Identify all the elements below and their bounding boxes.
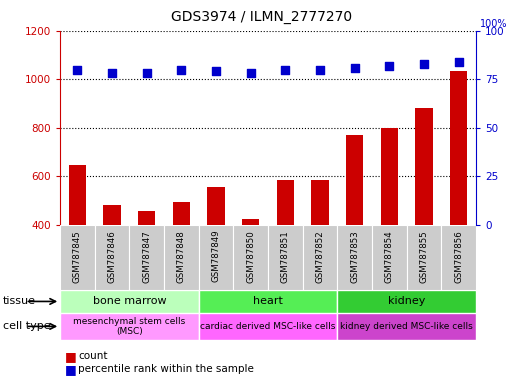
Bar [129,225,164,290]
Bar [311,180,328,322]
Text: GSM787850: GSM787850 [246,230,255,283]
Text: GSM787845: GSM787845 [73,230,82,283]
Bar [208,187,225,322]
Text: tissue: tissue [3,296,36,306]
Bar [95,225,129,290]
Text: GSM787846: GSM787846 [108,230,117,283]
Bar [337,225,372,290]
Point [108,70,116,76]
Text: GSM787849: GSM787849 [212,230,221,283]
Bar [199,225,233,290]
Bar [441,225,476,290]
Point [177,66,186,73]
Bar [138,211,155,322]
Text: GSM787856: GSM787856 [454,230,463,283]
Text: bone marrow: bone marrow [93,296,166,306]
Text: GDS3974 / ILMN_2777270: GDS3974 / ILMN_2777270 [171,10,352,23]
Text: kidney: kidney [388,296,425,306]
Bar [199,290,337,313]
Text: kidney derived MSC-like cells: kidney derived MSC-like cells [340,322,473,331]
Bar [346,135,363,322]
Point [246,70,255,76]
Text: count: count [78,351,108,361]
Text: GSM787851: GSM787851 [281,230,290,283]
Bar [268,225,303,290]
Point [143,70,151,76]
Point [385,63,393,69]
Point [316,66,324,73]
Point [420,61,428,67]
Text: GSM787852: GSM787852 [315,230,324,283]
Text: GSM787854: GSM787854 [385,230,394,283]
Bar [173,202,190,322]
Bar [381,128,398,322]
Text: cardiac derived MSC-like cells: cardiac derived MSC-like cells [200,322,336,331]
Bar [60,225,95,290]
Text: GSM787848: GSM787848 [177,230,186,283]
Bar [164,225,199,290]
Bar [337,313,476,340]
Text: ■: ■ [65,363,77,376]
Bar [233,225,268,290]
Bar [277,180,294,322]
Bar [407,225,441,290]
Bar [372,225,407,290]
Bar [450,71,467,322]
Text: 100%: 100% [480,19,508,29]
Bar [60,313,199,340]
Text: GSM787847: GSM787847 [142,230,151,283]
Bar [69,165,86,322]
Text: cell type: cell type [3,321,50,331]
Text: GSM787853: GSM787853 [350,230,359,283]
Bar [242,218,259,322]
Text: percentile rank within the sample: percentile rank within the sample [78,364,254,374]
Bar [337,290,476,313]
Point [281,66,290,73]
Point [350,65,359,71]
Bar [303,225,337,290]
Text: heart: heart [253,296,283,306]
Point [73,66,82,73]
Bar [60,290,199,313]
Text: GSM787855: GSM787855 [419,230,428,283]
Text: mesenchymal stem cells
(MSC): mesenchymal stem cells (MSC) [73,317,186,336]
Text: ■: ■ [65,350,77,363]
Bar [104,205,121,322]
Point [454,59,463,65]
Bar [199,313,337,340]
Bar [415,108,433,322]
Point [212,68,220,74]
